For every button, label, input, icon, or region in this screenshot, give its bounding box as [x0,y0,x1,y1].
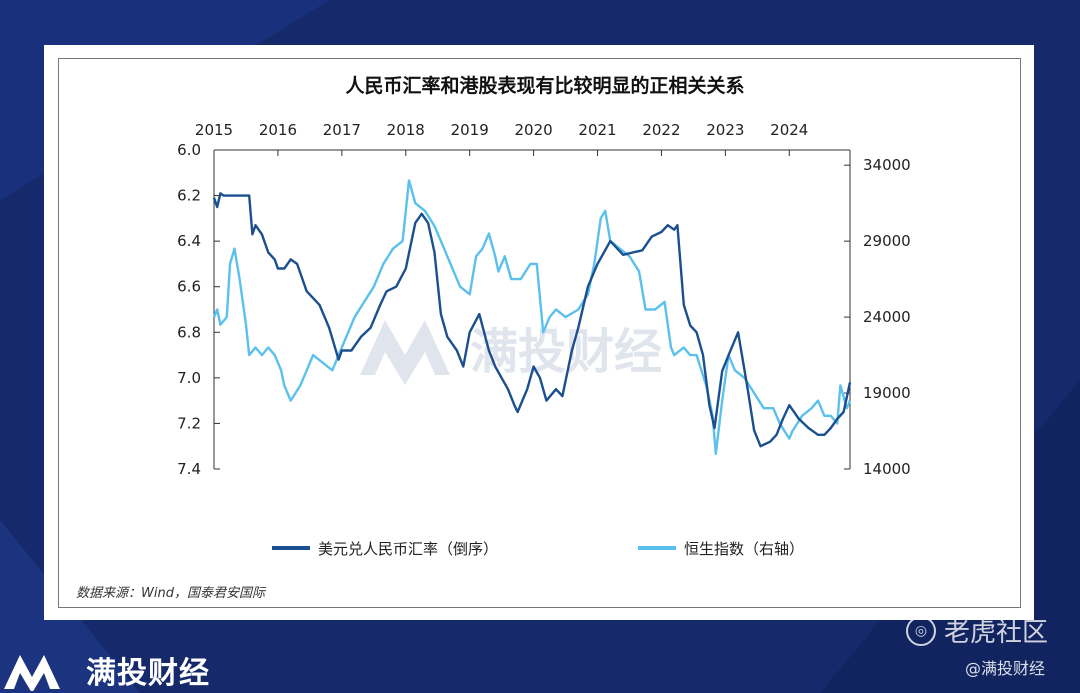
watermark: 满投财经 [360,320,662,385]
x-tick-label: 2017 [323,121,361,139]
chart-frame [58,58,1021,608]
legend-label-hsi: 恒生指数（右轴） [684,540,804,558]
tiger-icon: ◎ [906,615,936,646]
x-tick-label: 2024 [770,121,808,139]
y-right-tick-label: 19000 [863,384,911,402]
x-tick-label: 2020 [515,121,553,139]
y-left-tick-label: 7.0 [177,369,201,387]
watermark-text: 满投财经 [470,324,662,380]
watermark-logo-icon [360,320,450,385]
y-right-tick-label: 24000 [863,308,911,326]
brand-logo-icon [4,655,60,691]
tiger-site-label: 老虎社区 [944,618,1049,648]
y-right-tick-label: 29000 [863,232,911,250]
series-layer [212,179,852,455]
tiger-community-mark: ◎ 老虎社区 [906,612,1048,649]
x-tick-label: 2023 [706,121,744,139]
author-handle: @满投财经 [965,659,1046,678]
legend: 美元兑人民币汇率（倒序） 恒生指数（右轴） [272,540,804,558]
footer-logo: 满投财经 [2,648,210,692]
x-tick-label: 2015 [195,121,233,139]
x-tick-label: 2019 [451,121,489,139]
y-left-tick-label: 6.0 [177,141,201,159]
chart-card [44,45,1034,620]
y-left-tick-label: 6.6 [177,278,201,296]
legend-label-usdcny: 美元兑人民币汇率（倒序） [318,540,498,558]
y-left-tick-label: 7.4 [177,460,201,478]
x-tick-label: 2021 [578,121,616,139]
y-left-tick-label: 6.2 [177,187,201,205]
y-right-tick-label: 14000 [863,460,911,478]
y-right-tick-label: 34000 [863,156,911,174]
y-left-tick-label: 6.8 [177,323,201,341]
x-tick-label: 2016 [259,121,297,139]
x-tick-label: 2022 [642,121,680,139]
footer-brand: 满投财经 [86,656,210,691]
series-line-usdcny [212,192,852,448]
y-left-tick-label: 7.2 [177,414,201,432]
x-tick-label: 2018 [387,121,425,139]
chart-title: 人民币汇率和港股表现有比较明显的正相关关系 [345,74,744,97]
series-line-hsi [212,179,852,455]
source-note: 数据来源：Wind，国泰君安国际 [76,586,267,601]
y-left-tick-label: 6.4 [177,232,201,250]
axes-group: 2015 2016 2017 2018 2019 2020 2021 2022 2023 2024… [177,121,911,478]
